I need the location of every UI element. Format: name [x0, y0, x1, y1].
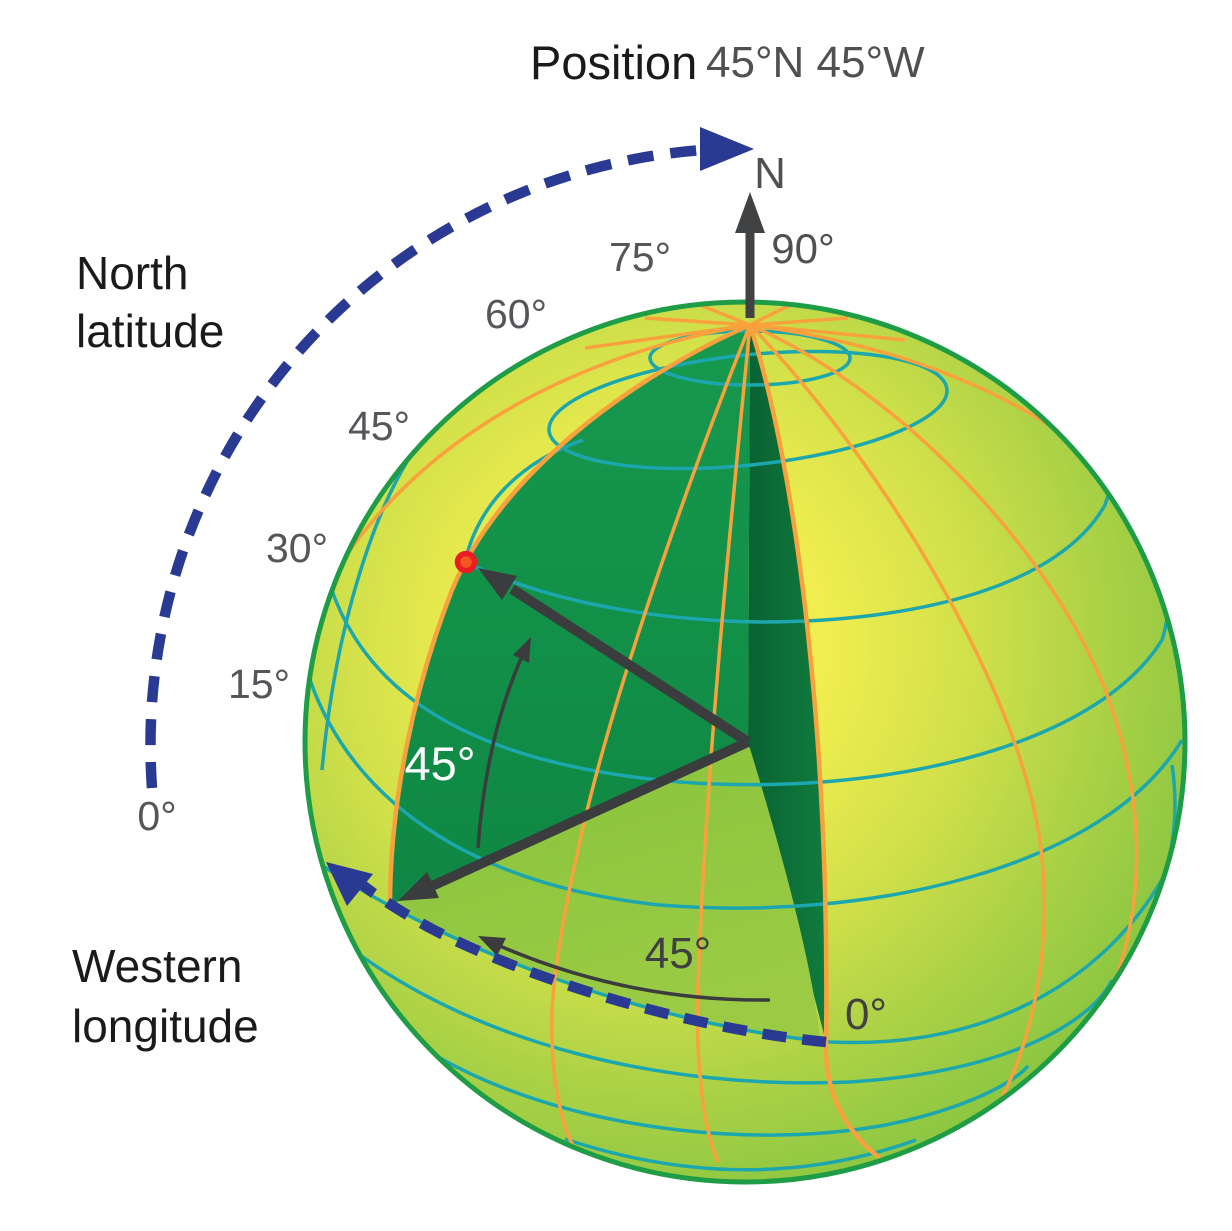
meridian-polar-stubs	[584, 304, 906, 350]
latitude-angle-label: 45°	[404, 737, 475, 790]
western-longitude-arc-arrowhead	[326, 862, 373, 906]
meridian-line	[695, 324, 752, 1163]
meridian-line-west-limb	[307, 323, 751, 919]
latitude-line	[320, 451, 415, 771]
meridian-line	[749, 323, 1139, 973]
longitude-angle-arrow	[481, 936, 771, 1002]
latitude-line	[547, 349, 949, 471]
position-dot	[454, 550, 478, 574]
meridian-line-45w-rim	[387, 322, 751, 906]
title-position-value: 45°N 45°W	[706, 38, 925, 87]
meridian-line-prime	[747, 324, 882, 1160]
north-latitude-caption-line1: North	[76, 247, 188, 299]
north-direction-label: N	[754, 149, 786, 198]
north-axis-arrowhead	[735, 192, 765, 233]
meridian-lines	[307, 304, 1183, 1163]
north-axis	[735, 192, 765, 318]
western-longitude-arc	[348, 872, 827, 1048]
latitude-line	[439, 1056, 1030, 1137]
longitude-angle-label: 45°	[645, 929, 712, 978]
title-position-label: Position	[530, 36, 697, 89]
latitude-angle-arrow	[476, 651, 526, 849]
equator-prime-meridian-label: 0°	[845, 990, 887, 1039]
radius-arrowhead-equator	[398, 872, 439, 901]
radius-arrowhead-position	[478, 568, 517, 600]
latitude-tick-75: 75°	[609, 234, 671, 280]
sphere-rim	[302, 299, 1188, 1185]
measurement-arcs	[145, 127, 827, 1048]
latitude-line	[358, 953, 1114, 1085]
latitude-tick-30: 30°	[266, 525, 328, 571]
north-latitude-arc-arrowhead	[700, 127, 754, 171]
radius-arrows	[398, 568, 751, 901]
latitude-tick-15: 15°	[228, 661, 290, 707]
latitude-line	[463, 438, 584, 563]
longitude-angle-arrowhead	[478, 936, 506, 956]
wedge-face-prime-meridian	[748, 325, 827, 1042]
north-latitude-caption-line2: latitude	[76, 305, 224, 357]
latitude-tick-45: 45°	[348, 403, 410, 449]
meridian-line	[748, 323, 1047, 1117]
wedge-face-equatorial	[390, 742, 820, 1041]
latitude-tick-0: 0°	[137, 793, 176, 839]
angle-arrows	[476, 637, 771, 1002]
north-latitude-arc	[145, 144, 703, 789]
western-longitude-caption-line1: Western	[72, 940, 242, 992]
radius-arrow-to-position	[509, 584, 751, 747]
latitude-line	[564, 1137, 917, 1172]
radius-arrow-to-equator	[429, 737, 751, 891]
pole-angle-label: 90°	[771, 225, 835, 272]
latitude-line	[308, 679, 1183, 910]
latitude-tick-60: 60°	[485, 291, 547, 337]
western-longitude-caption-line2: longitude	[72, 1000, 259, 1052]
labels: Position 45°N 45°W N 90° North latitude …	[72, 36, 925, 1052]
latitude-line	[328, 559, 1170, 787]
meridian-line	[550, 324, 752, 1162]
latitude-angle-arrowhead	[513, 637, 531, 663]
